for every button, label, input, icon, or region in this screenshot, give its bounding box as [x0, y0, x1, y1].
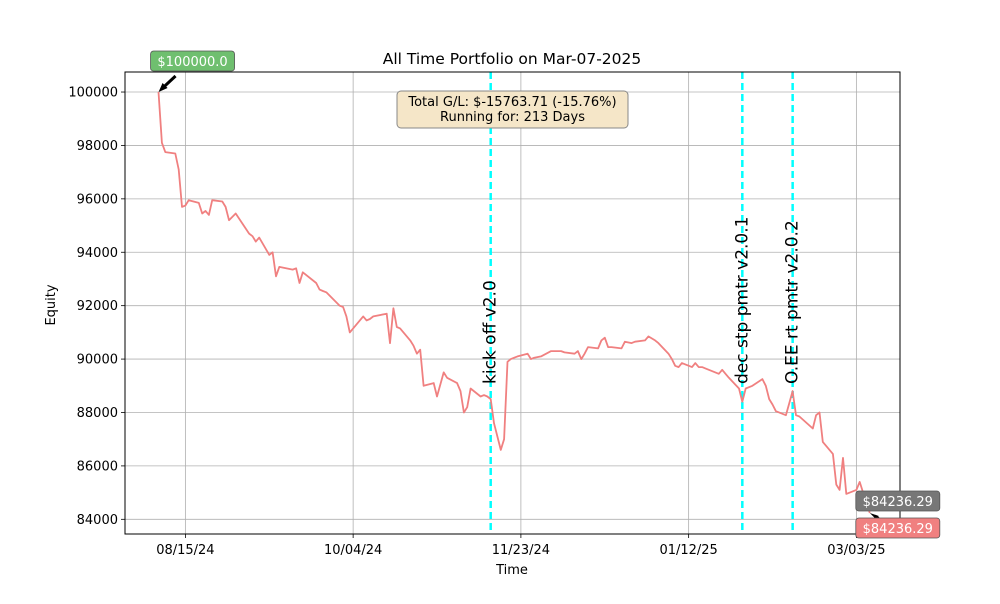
y-tick-label: 96000 — [77, 192, 118, 207]
event-label: O.EE rt pmtr v2.0.2 — [783, 220, 803, 384]
start-value-label: $100000.0 — [150, 50, 235, 72]
y-tick-label: 86000 — [77, 459, 118, 474]
annotation-box — [855, 490, 941, 512]
x-tick-label: 08/15/24 — [156, 543, 214, 558]
info-box-running-days: Running for: 213 Days — [440, 110, 585, 125]
y-tick-label: 94000 — [77, 246, 118, 261]
annotation-box — [150, 50, 235, 72]
info-box-background — [396, 90, 629, 129]
annotation-text: $84236.29 — [863, 495, 933, 510]
vline-layer: kick off v2.0 dec stp pmtr v2.0.1 O.EE rt … — [481, 72, 803, 534]
x-tick-label: 10/04/24 — [324, 543, 382, 558]
y-tick-label: 100000 — [68, 86, 118, 101]
annotation-arrowhead — [158, 83, 168, 93]
grid-layer — [125, 72, 900, 534]
y-tick-label: 98000 — [77, 139, 118, 154]
y-tick-label: 92000 — [77, 299, 118, 314]
annotation-layer: $100000.0 $84236.29 $84236.29 — [150, 50, 941, 539]
end-value-label-lower: $84236.29 — [855, 517, 941, 539]
info-box: Total G/L: $-15763.71 (-15.76%) Running … — [396, 90, 629, 129]
y-tick-label: 88000 — [77, 406, 118, 421]
equity-line — [157, 91, 871, 514]
info-box-gain-loss: Total G/L: $-15763.71 (-15.76%) — [407, 95, 616, 110]
y-tick-label: 84000 — [77, 513, 118, 528]
event-label: kick off v2.0 — [481, 280, 501, 384]
x-tick-label: 03/03/25 — [827, 543, 885, 558]
x-tick-label: 01/12/25 — [659, 543, 717, 558]
event-label: dec stp pmtr v2.0.1 — [732, 217, 752, 384]
series-layer — [157, 91, 871, 514]
x-tick-label: 11/23/24 — [492, 543, 550, 558]
tick-layer: 84000 86000 88000 90000 92000 94000 96000 98000… — [68, 86, 885, 558]
end-value-label-upper: $84236.29 — [855, 490, 941, 512]
x-axis-label: Time — [495, 563, 528, 578]
y-axis-label: Equity — [44, 284, 59, 325]
y-tick-label: 90000 — [77, 353, 118, 368]
annotation-box — [855, 517, 941, 539]
chart-title: All Time Portfolio on Mar-07-2025 — [383, 50, 642, 68]
annotation-text: $100000.0 — [157, 55, 227, 70]
axes-frame — [124, 71, 901, 535]
annotation-text: $84236.29 — [863, 522, 933, 537]
